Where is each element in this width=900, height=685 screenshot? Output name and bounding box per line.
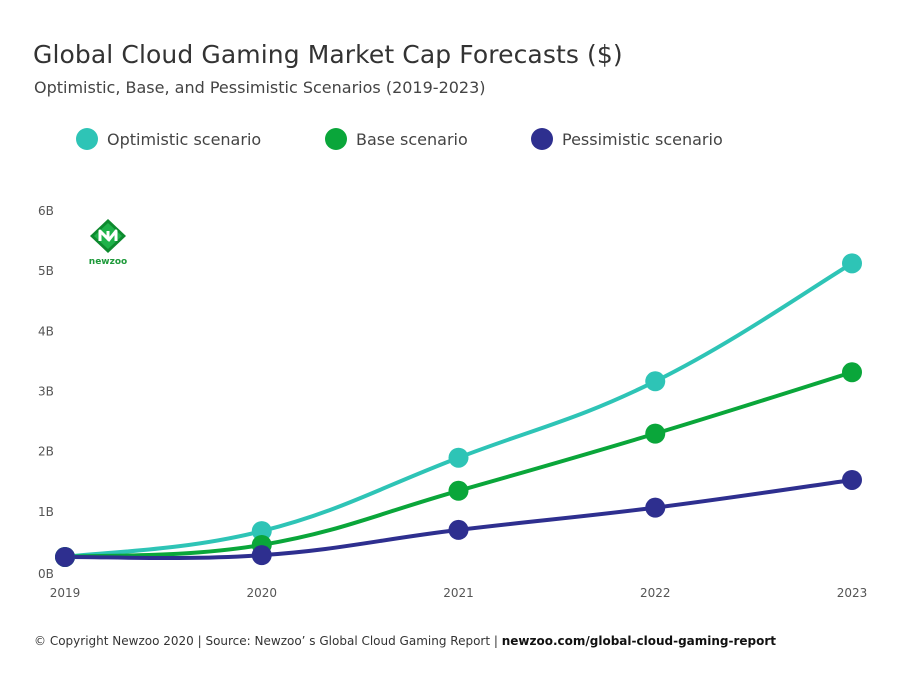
- x-tick-label: 2021: [443, 586, 474, 600]
- x-tick-label: 2019: [50, 586, 81, 600]
- data-point-base: [645, 423, 666, 444]
- legend-marker-optimistic: [76, 128, 98, 150]
- data-point-pessimistic: [645, 497, 666, 518]
- legend-label-pessimistic: Pessimistic scenario: [562, 129, 723, 149]
- y-tick-label: 1B: [38, 505, 54, 519]
- x-tick-label: 2020: [246, 586, 277, 600]
- data-point-optimistic: [842, 253, 862, 274]
- y-tick-label: 2B: [38, 445, 54, 459]
- legend-item-pessimistic: Pessimistic scenario: [531, 126, 723, 152]
- newzoo-logo-text: newzoo: [88, 257, 128, 267]
- x-tick-label: 2023: [837, 586, 868, 600]
- newzoo-logo-icon: [90, 219, 126, 253]
- legend-marker-pessimistic: [531, 128, 553, 150]
- data-point-optimistic: [448, 447, 469, 468]
- y-tick-label: 6B: [38, 204, 54, 218]
- data-point-pessimistic: [55, 546, 75, 567]
- y-tick-label: 3B: [38, 385, 54, 399]
- legend-marker-base: [325, 128, 347, 150]
- chart-subtitle: Optimistic, Base, and Pessimistic Scenar…: [34, 78, 486, 97]
- data-point-base: [448, 480, 469, 501]
- newzoo-logo: newzoo: [86, 218, 130, 267]
- legend-label-base: Base scenario: [356, 129, 468, 149]
- footer-source: © Copyright Newzoo 2020 | Source: Newzoo…: [34, 634, 776, 648]
- legend-item-base: Base scenario: [325, 126, 468, 152]
- y-tick-label: 4B: [38, 324, 54, 338]
- legend-label-optimistic: Optimistic scenario: [107, 129, 262, 149]
- chart-title: Global Cloud Gaming Market Cap Forecasts…: [33, 40, 623, 69]
- x-tick-label: 2022: [640, 586, 671, 600]
- footer-report-link[interactable]: newzoo.com/global-cloud-gaming-report: [501, 634, 777, 648]
- data-point-pessimistic: [842, 469, 862, 490]
- data-point-optimistic: [645, 371, 666, 392]
- legend-item-optimistic: Optimistic scenario: [76, 126, 261, 152]
- data-point-pessimistic: [251, 545, 272, 566]
- y-tick-label: 5B: [38, 264, 54, 278]
- footer-copyright: © Copyright Newzoo 2020 | Source: Newzoo…: [34, 634, 502, 648]
- data-point-pessimistic: [448, 519, 469, 540]
- y-tick-label: 0B: [38, 567, 54, 581]
- data-point-optimistic: [251, 521, 272, 542]
- data-point-base: [842, 362, 862, 383]
